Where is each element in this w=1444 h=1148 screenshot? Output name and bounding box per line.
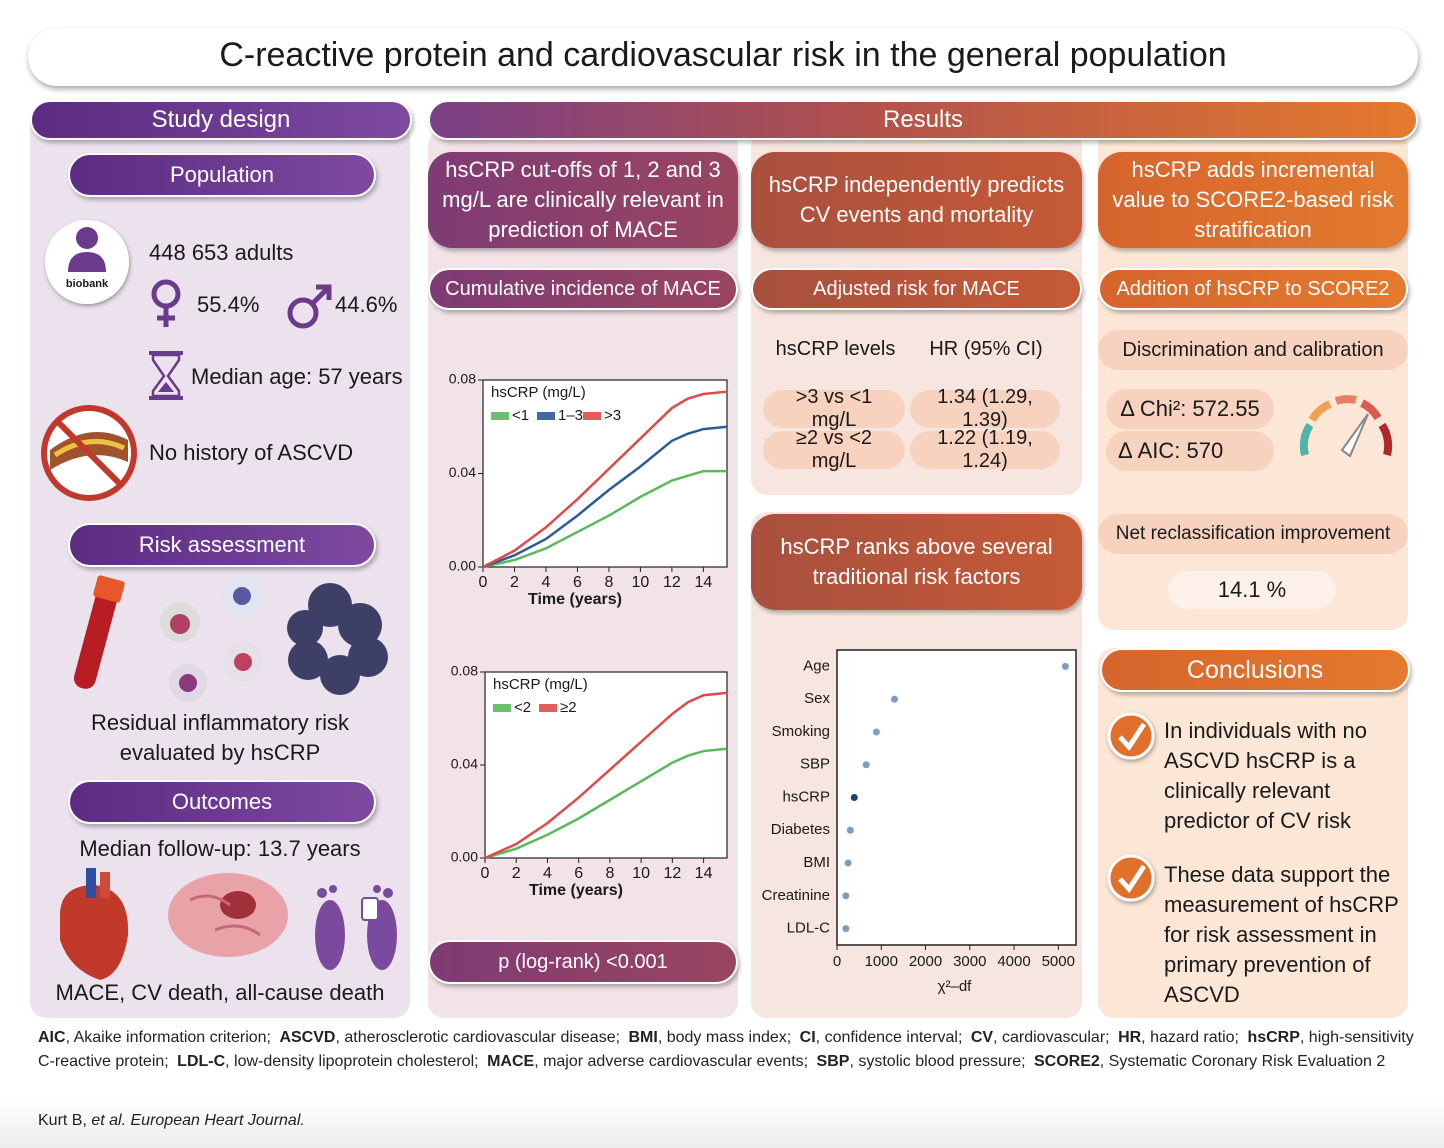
abbreviation: AIC — [38, 1029, 66, 1046]
female-share: 55.4% — [197, 292, 260, 317]
outcomes-header: Outcomes — [68, 780, 376, 824]
male-share: 44.6% — [335, 292, 398, 317]
table-header: hsCRP levels — [775, 338, 896, 360]
p-value: p (log-rank) <0.001 — [428, 940, 738, 984]
abbreviation: BMI — [628, 1029, 658, 1046]
footnote-item: BMI, body mass index; — [628, 1029, 791, 1046]
footnote-item: HR, hazard ratio; — [1118, 1029, 1239, 1046]
footnote: AIC, Akaike information criterion; ASCVD… — [38, 1026, 1418, 1074]
abbreviation: SBP — [816, 1053, 850, 1070]
definition: , Akaike information criterion; — [65, 1029, 271, 1046]
footnote-item: SBP, systolic blood pressure; — [817, 1053, 1026, 1070]
discrimination: Discrimination and calibration — [1098, 330, 1408, 370]
table-header: HR (95% CI) — [929, 338, 1043, 360]
table-cell: 1.34 (1.29, 1.39) — [910, 386, 1060, 431]
abbreviation: MACE — [487, 1053, 535, 1070]
definition: , body mass index; — [657, 1029, 792, 1046]
results-header: Results — [428, 100, 1418, 140]
citation-journal: et al. European Heart Journal. — [91, 1112, 305, 1129]
title: C-reactive protein and cardiovascular ri… — [219, 36, 1227, 74]
definition: , Systematic Coronary Risk Evaluation 2 — [1099, 1053, 1386, 1070]
definition: , systolic blood pressure; — [849, 1053, 1026, 1070]
adults: 448 653 adults — [149, 240, 294, 265]
conclusion: These data support the measurement of hs… — [1164, 862, 1399, 1007]
definition: , hazard ratio; — [1141, 1029, 1239, 1046]
history: No history of ASCVD — [149, 440, 354, 465]
incremental-subheader: Addition of hsCRP to SCORE2 — [1098, 268, 1408, 310]
cutoffs-subheader: Cumulative incidence of MACE — [428, 268, 738, 310]
footnote-item: ASCVD, atherosclerotic cardiovascular di… — [279, 1029, 620, 1046]
risk-assessment-header: Risk assessment — [68, 523, 376, 567]
conclusions-header: Conclusions — [1100, 648, 1410, 692]
study-design-header: Study design — [30, 100, 412, 140]
abbreviation: hsCRP — [1247, 1029, 1300, 1046]
abbreviation: CI — [799, 1029, 816, 1046]
table-cell: ≥2 vs <2 mg/L — [763, 427, 905, 472]
definition: , cardiovascular; — [993, 1029, 1110, 1046]
abbreviation: HR — [1118, 1029, 1142, 1046]
ranks-header: hsCRP ranks above several traditional ri… — [751, 514, 1082, 610]
abbreviation: CV — [970, 1029, 994, 1046]
cutoffs-header: hsCRP cut-offs of 1, 2 and 3 mg/L are cl… — [428, 152, 738, 248]
footnote-item: AIC, Akaike information criterion; — [38, 1029, 271, 1046]
table-cell: 1.22 (1.19, 1.24) — [910, 427, 1060, 472]
cutoffs-panel — [428, 130, 738, 1018]
table-cell: >3 vs <1 mg/L — [763, 386, 905, 431]
conclusions-panel — [1098, 648, 1408, 1018]
footnote-item: hsCRP, high-sensitivity C-reactive prote… — [38, 1029, 1414, 1070]
follow-up: Median follow-up: 13.7 years — [79, 836, 361, 861]
abbreviation: LDL-C — [177, 1053, 226, 1070]
independent-subheader: Adjusted risk for MACE — [751, 268, 1082, 310]
median-age: Median age: 57 years — [191, 364, 403, 389]
conclusion: In individuals with no ASCVD hsCRP is a … — [1164, 718, 1368, 833]
footnote-item: CV, cardiovascular; — [971, 1029, 1110, 1046]
footnote-item: LDL-C, low-density lipoprotein cholester… — [177, 1053, 478, 1070]
chi2: Δ Chi²: 572.55 — [1106, 389, 1274, 429]
citation-authors: Kurt B, — [38, 1112, 87, 1129]
footnote-item: SCORE2, Systematic Coronary Risk Evaluat… — [1034, 1053, 1385, 1070]
abbreviation: ASCVD — [279, 1029, 336, 1046]
nri-value: 14.1 % — [1168, 571, 1336, 609]
definition: , high-sensitivity C-reactive protein; — [38, 1029, 1414, 1070]
abbreviation: SCORE2 — [1033, 1053, 1100, 1070]
definition: , confidence interval; — [815, 1029, 963, 1046]
risk-text: Residual inflammatory risk evaluated by … — [91, 710, 349, 765]
events: MACE, CV death, all-cause death — [55, 980, 385, 1005]
definition: , atherosclerotic cardiovascular disease… — [335, 1029, 621, 1046]
definition: , low-density lipoprotein cholesterol; — [225, 1053, 479, 1070]
definition: , major adverse cardiovascular events; — [534, 1053, 809, 1070]
population-header: Population — [68, 153, 376, 197]
citation: Kurt B, et al. European Heart Journal. — [38, 1112, 305, 1130]
footer-band — [0, 1100, 1444, 1148]
aic: Δ AIC: 570 — [1106, 431, 1274, 471]
nri-header: Net reclassification improvement — [1098, 514, 1408, 554]
footnote-item: MACE, major adverse cardiovascular event… — [487, 1053, 808, 1070]
footnote-item: CI, confidence interval; — [800, 1029, 963, 1046]
incremental-header: hsCRP adds incremental value to SCORE2-b… — [1098, 152, 1408, 248]
title-bar — [28, 28, 1418, 86]
independent-header: hsCRP independently predicts CV events a… — [751, 152, 1082, 248]
